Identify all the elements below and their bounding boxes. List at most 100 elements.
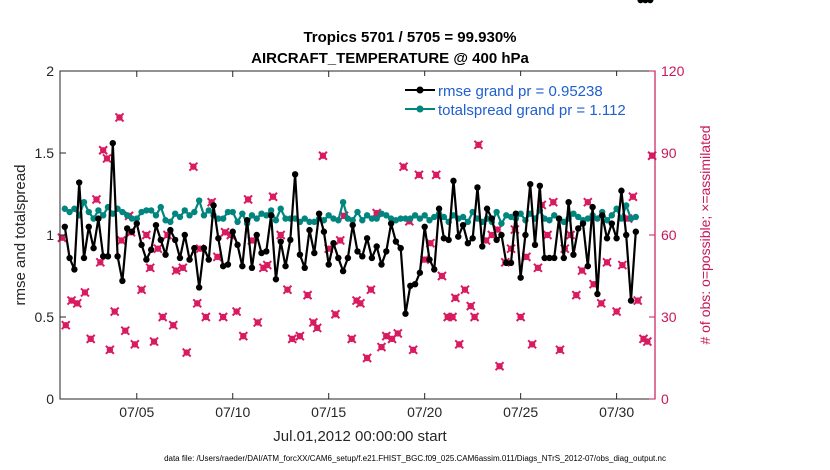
rmse-point <box>359 253 366 260</box>
totalspread-point <box>272 217 280 224</box>
totalspread-point <box>71 205 78 212</box>
rmse-point <box>138 241 145 249</box>
totalspread-point <box>373 215 380 222</box>
y-axis-ticks: 0 0.5 1 1.5 2 <box>35 63 66 407</box>
rmse-point <box>234 241 241 249</box>
chart-title: Tropics 5701 / 5705 = 99.930% <box>303 29 516 46</box>
totalspread-point <box>335 217 342 224</box>
obs-assimilated-point <box>114 112 125 123</box>
totalspread-point <box>416 215 424 222</box>
obs-assimilated-point <box>515 312 526 322</box>
rmse-point <box>325 261 332 268</box>
totalspread-point <box>195 197 203 204</box>
rmse-point <box>416 269 424 276</box>
rmse-point <box>263 248 270 255</box>
obs-assimilated-point <box>188 161 199 172</box>
rmse-point <box>215 235 222 242</box>
obs-assimilated-point <box>376 342 387 352</box>
obs-assimilated-point <box>168 320 178 330</box>
obs-assimilated-point <box>371 208 382 218</box>
totalspread-point <box>623 202 630 209</box>
totalspread-point <box>402 215 409 222</box>
rmse-point <box>109 139 116 147</box>
obs-assimilated-point <box>450 293 461 303</box>
rmse-point <box>459 221 467 229</box>
obs-assimilated-point <box>414 170 424 180</box>
totalspread-point <box>613 205 620 212</box>
rmse-point <box>632 228 640 235</box>
obs-assimilated-point <box>335 235 345 246</box>
rmse-point <box>474 184 481 191</box>
rmse-point <box>599 212 606 219</box>
x-tick-label: 07/10 <box>215 404 250 420</box>
y-tick-label: 0.5 <box>35 309 55 325</box>
totalspread-point <box>119 208 126 216</box>
obs-assimilated-point <box>109 306 120 317</box>
data-file-footer: data file: /Users/raeder/DAI/ATM_forcXX/… <box>164 454 666 463</box>
rmse-point <box>210 202 217 209</box>
rmse-point <box>397 244 404 252</box>
obs-assimilated-point <box>454 339 464 350</box>
obs-assimilated-point <box>571 290 582 300</box>
rmse-point <box>536 182 544 189</box>
rmse-point <box>248 264 256 271</box>
rmse-point <box>541 254 548 262</box>
rmse-point <box>373 243 380 250</box>
totalspread-point <box>632 213 640 221</box>
totalspread-point <box>248 212 256 219</box>
rmse-point <box>488 215 496 222</box>
rmse-point <box>555 215 563 222</box>
totalspread-point <box>368 215 376 222</box>
rmse-point <box>455 233 462 240</box>
obs-assimilated-point <box>611 306 622 317</box>
obs-assimilated-point <box>473 140 484 150</box>
obs-assimilated-point <box>141 230 152 240</box>
totalspread-point <box>426 217 433 224</box>
totalspread-point <box>186 212 193 219</box>
totalspread-point <box>61 205 68 212</box>
obs-assimilated-point <box>145 263 155 273</box>
legend-box <box>402 76 652 120</box>
rmse-point <box>296 251 304 258</box>
rmse-point <box>320 228 328 235</box>
obs-assimilated-point <box>469 312 480 322</box>
rmse-point <box>80 254 88 262</box>
totalspread-point <box>440 213 448 221</box>
rmse-point <box>642 0 649 4</box>
obs-assimilated-point <box>642 336 653 347</box>
rmse-point <box>512 210 520 217</box>
rmse-point <box>387 220 395 227</box>
x-tick-label: 07/20 <box>407 404 442 420</box>
obs-assimilated-point <box>282 284 293 295</box>
rmse-point <box>291 171 299 178</box>
rmse-point <box>85 223 92 230</box>
rmse-point <box>61 223 68 230</box>
rmse-point <box>224 261 232 268</box>
rmse-point <box>402 310 409 317</box>
obs-assimilated-point <box>602 257 612 268</box>
x-tick-label: 07/05 <box>119 404 154 420</box>
y-right-tick-label: 0 <box>661 391 669 407</box>
y-right-tick-label: 60 <box>661 227 677 243</box>
totalspread-point <box>301 215 308 222</box>
rmse-point <box>143 256 150 263</box>
legend-spread-marker <box>416 105 424 113</box>
rmse-point <box>191 244 198 252</box>
totalspread-point <box>459 213 467 221</box>
totalspread-point <box>90 215 97 222</box>
x-axis-label: Jul.01,2012 00:00:00 start <box>273 428 447 445</box>
rmse-point <box>431 266 438 273</box>
rmse-point <box>239 262 246 270</box>
obs-assimilated-point <box>171 265 181 276</box>
totalspread-point <box>191 208 198 216</box>
rmse-point <box>383 248 390 255</box>
totalspread-point <box>354 208 361 216</box>
rmse-point <box>560 254 568 262</box>
totalspread-point <box>349 217 356 224</box>
rmse-point <box>565 199 572 206</box>
obs-assimilated-point <box>466 301 476 311</box>
totalspread-point <box>421 212 428 219</box>
obs-assimilated-point <box>347 334 357 344</box>
rmse-point <box>133 220 140 227</box>
rmse-point <box>282 262 289 270</box>
